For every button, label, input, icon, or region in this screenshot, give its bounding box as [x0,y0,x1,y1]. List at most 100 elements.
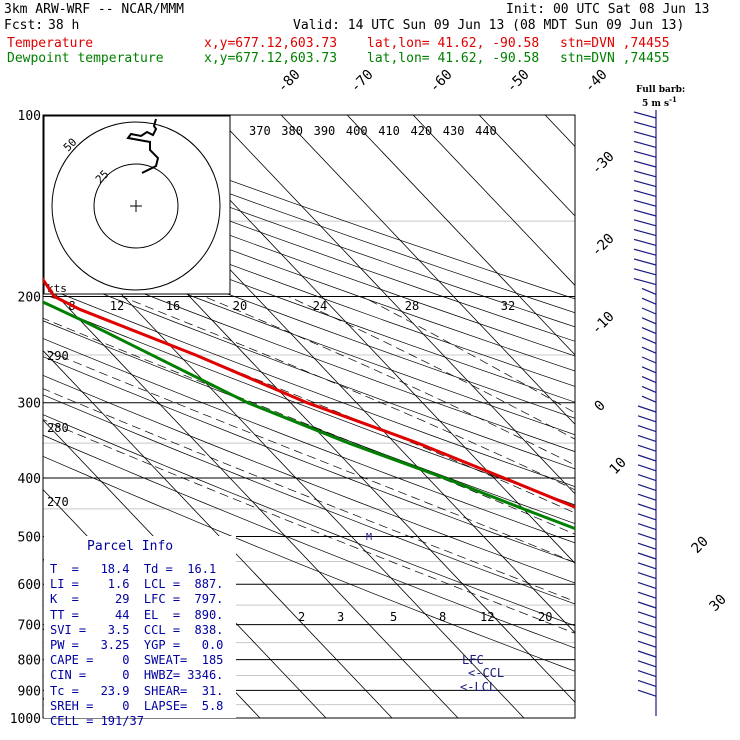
hodograph-speed-label: 12 [110,299,124,313]
wind-barb-flag [641,287,657,295]
wind-barb-flag [633,199,657,207]
init-time: Init: 00 UTC Sat 08 Jun 13 [506,2,710,17]
parcel-info-row: SREH = 0 LAPSE= 5.8 [50,698,224,713]
dry-adiabat [43,394,575,605]
temperature-stn: stn=DVN ,74455 [560,36,670,51]
mixing-ratio-label: 3 [337,610,344,624]
wind-barb-flag [637,503,657,511]
mixing-ratio-label: 12 [480,610,494,624]
pressure-label: 800 [18,654,41,669]
wind-barb-flag [637,640,657,648]
dry-adiabat [43,178,575,372]
barb-key-title: Full barb: [636,85,686,95]
wind-barb-flag [637,689,657,697]
melting-level-marker: M [366,532,372,543]
fcst-value: 38 h [48,18,80,33]
wind-barb-flag [637,601,657,609]
wind-barb-flag [637,493,657,501]
isotherm-line [412,115,575,286]
mixing-ratio-label: 5 [390,610,397,624]
wind-barb-flag [633,209,657,217]
pressure-label: 400 [18,472,41,487]
isotherm-label: -60 [427,67,456,96]
wind-barb-flag [641,385,657,393]
parcel-info-row: TT = 44 EL = 890. [50,607,224,622]
dry-adiabat [43,320,575,524]
wind-barb-flag [633,268,657,276]
wind-barb-flag [637,454,657,462]
dry-adiabat [43,286,575,488]
wind-barb-flag [637,542,657,550]
wind-barb-flag [637,444,657,452]
hodograph-speed-label: 16 [166,299,180,313]
hodograph-ring-25 [93,163,179,249]
wind-barb-flag [633,229,657,237]
theta-e-label: 390 [314,124,336,138]
wind-barb-flag [637,523,657,531]
isotherm-line [544,115,575,148]
wind-barb-flag [633,180,657,188]
wind-barb-flag [637,474,657,482]
dry-adiabat [43,164,575,357]
isotherm-label: -30 [589,149,618,178]
dry-adiabat [43,456,575,672]
moist-adiabat [288,296,575,440]
isotherm-label: -50 [504,67,533,96]
lfc-marker: LFC [462,653,484,667]
hodograph-speed-label: 28 [405,299,419,313]
theta-e-label: 380 [281,124,303,138]
mixing-ratio-label: 20 [538,610,552,624]
theta-e-label: 430 [443,124,465,138]
wind-barb-flag [637,562,657,570]
wind-barb-flag [641,336,657,344]
pressure-label: 900 [18,684,41,699]
wind-barb-flag [637,415,657,423]
barb-key-units: 5 m s-1 [642,95,677,109]
dewpoint-xy: x,y=677.12,603.73 [204,51,338,66]
wind-barb-flag [633,170,657,178]
parcel-info-title: Parcel Info [87,539,174,554]
isotherm-label: 10 [607,455,630,478]
wind-barb-flag [637,405,657,413]
pressure-label: 200 [18,291,41,306]
wind-barb-flag [637,591,657,599]
barb-key-units-text: 5 m s [642,99,670,109]
mixing-ratio-label: 2 [298,610,305,624]
pressure-label: 1000 [10,712,41,727]
fcst-label: Fcst: [4,18,44,33]
dewpoint-legend-label: Dewpoint temperature [7,51,164,66]
wind-barb-flag [633,150,657,158]
theta-e-label: 420 [411,124,433,138]
pressure-label: 300 [18,397,41,412]
pressure-label: 700 [18,619,41,634]
wind-barb-flag [637,552,657,560]
parcel-info-row: Tc = 23.9 SHEAR= 31. [50,683,224,698]
ccl-marker: <-CCL [468,666,504,680]
parcel-info-row: CAPE = 0 SWEAT= 185 [50,653,224,668]
isotherm-label: 20 [689,534,712,557]
moist-adiabat [121,296,575,491]
wind-barb-flag [637,513,657,521]
hodograph-speed-label: 20 [233,299,247,313]
wind-barb-flag [633,140,657,148]
wind-barb-flag [633,238,657,246]
isotherm-line [43,280,459,718]
wind-barb-flag [641,356,657,364]
wind-barb-flag [637,483,657,491]
model-title: 3km ARW-WRF -- NCAR/MMM [4,2,185,17]
isotherm-label: 30 [707,592,730,615]
wind-barb-flag [637,464,657,472]
wind-barb-flag [637,670,657,678]
wind-barb-flag [633,111,657,119]
wind-barb-flag [637,425,657,433]
isotherm-line [214,115,575,495]
pressure-label: 600 [18,578,41,593]
wind-barb-flag [633,189,657,197]
dry-adiabat [43,434,575,649]
dry-adiabat [43,238,575,436]
isotherm-label: -80 [275,67,304,96]
wind-barb-flag [637,532,657,540]
theta-label: 280 [47,421,69,435]
moist-adiabat [204,296,575,466]
hodograph-trace [126,118,160,174]
